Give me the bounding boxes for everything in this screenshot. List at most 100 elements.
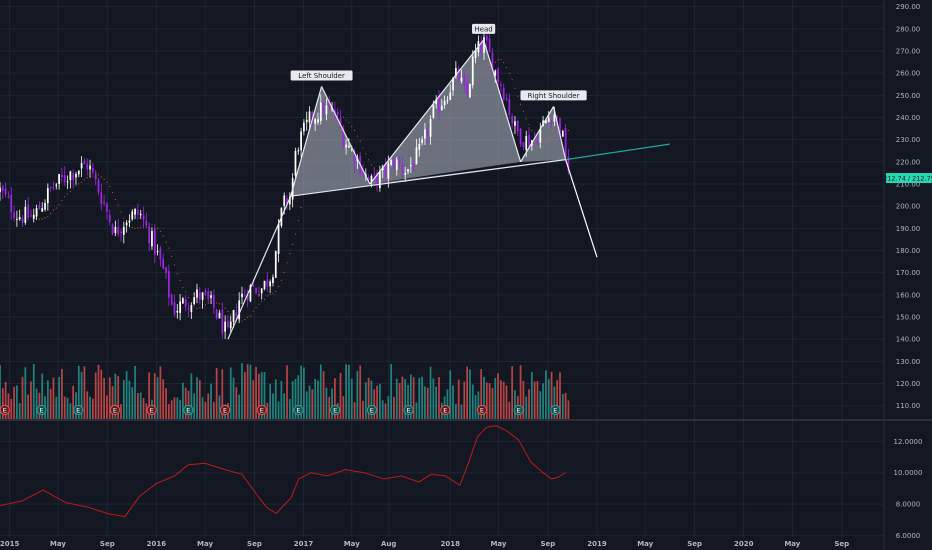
current-price-tag: 212.74 / 212.75 [883, 173, 932, 184]
volume-bar [561, 394, 564, 419]
ma-dot [286, 262, 288, 264]
ma-dot [520, 103, 522, 105]
volume-bar [122, 380, 125, 419]
candle-body [179, 301, 181, 313]
candle-body [13, 212, 15, 219]
candle-body [137, 209, 139, 215]
candle-body [440, 105, 443, 111]
volume-bar [162, 379, 165, 419]
earnings-marker-circle [366, 404, 377, 416]
candle-body [66, 181, 69, 183]
ma-dot [114, 198, 116, 201]
earnings-marker-label: E [517, 407, 521, 415]
candle-body [221, 309, 224, 334]
candle-body [249, 285, 252, 302]
volume-bar [314, 378, 317, 419]
ma-dot [69, 190, 71, 192]
candle-body [120, 231, 122, 234]
volume-bar [305, 391, 308, 419]
volume-bar [249, 364, 252, 419]
ma-dot [86, 177, 88, 179]
volume-bar [165, 388, 167, 419]
candle-body [122, 226, 125, 235]
ma-dot [100, 176, 102, 178]
candle-body [97, 180, 100, 193]
earnings-marker-circle [219, 404, 231, 416]
ma-dot [157, 227, 159, 229]
pattern-labels: Left Shoulder Head Right Shoulder [290, 23, 587, 101]
candle-body [27, 204, 30, 218]
ma-dot [399, 173, 401, 175]
candle-body [224, 321, 226, 332]
volume-bar [370, 380, 373, 419]
ma-dot [159, 230, 161, 232]
earnings-marker-label: E [333, 407, 337, 415]
candle-body [46, 188, 49, 204]
earnings-marker: E [513, 404, 524, 416]
volume-bar [252, 380, 255, 419]
ma-dot [41, 218, 43, 220]
candle-body [362, 171, 364, 175]
head-down-line [483, 39, 522, 163]
volume-bar [519, 365, 522, 419]
candle-body [449, 92, 452, 100]
candle-body [41, 208, 44, 212]
candle-body [246, 293, 249, 300]
ma-dot [556, 132, 558, 135]
volume-bar [483, 376, 485, 419]
candle-body [336, 112, 339, 116]
ma-dot [216, 302, 218, 304]
volume-bar [201, 397, 204, 419]
volume-bar [221, 369, 224, 419]
volume-bar [477, 391, 480, 419]
candle-body [148, 226, 151, 244]
volume-bar [269, 383, 272, 419]
ma-dot [154, 224, 156, 226]
candle-body [454, 68, 457, 77]
candle-body [502, 87, 505, 100]
volume-bar [348, 364, 350, 419]
candle-body [407, 168, 409, 172]
volume-bar [463, 381, 466, 419]
ma-dot [196, 308, 198, 310]
volume-bar [333, 378, 336, 419]
ma-dot [441, 133, 443, 135]
label-text: Right Shoulder [528, 92, 580, 100]
candle-body [21, 218, 24, 223]
volume-bar [120, 404, 122, 419]
volume-bar [322, 371, 325, 419]
volume-bar [86, 391, 89, 419]
volume-bar [125, 371, 128, 419]
ma-dot [486, 69, 488, 71]
candle-body [545, 120, 547, 123]
earnings-marker-label: E [480, 407, 484, 415]
ma-dot [266, 295, 268, 297]
volume-bar [283, 393, 286, 419]
volume-bar [272, 393, 274, 419]
ma-dot [475, 85, 477, 87]
ma-dot [567, 130, 569, 132]
volume-bar [424, 386, 426, 419]
candle-body [305, 119, 308, 123]
volume-bar [114, 373, 117, 419]
ma-dot [435, 145, 437, 147]
ma-dot [365, 153, 367, 155]
candle-body [255, 287, 257, 293]
ma-dot [455, 108, 457, 110]
candle-body [421, 139, 423, 143]
candle-body [201, 292, 204, 300]
ma-dot [204, 304, 206, 306]
volume-bar [134, 366, 136, 419]
volume-bar [376, 385, 378, 419]
volume-bar [367, 377, 370, 419]
candle-body [415, 147, 418, 165]
price-tick-label: 150.00 [896, 314, 921, 322]
ma-dot [500, 59, 502, 61]
candle-body [319, 102, 322, 122]
volume-bar [353, 402, 356, 419]
ma-dot [52, 209, 55, 211]
candle-body [311, 111, 314, 121]
candle-body [339, 118, 342, 128]
